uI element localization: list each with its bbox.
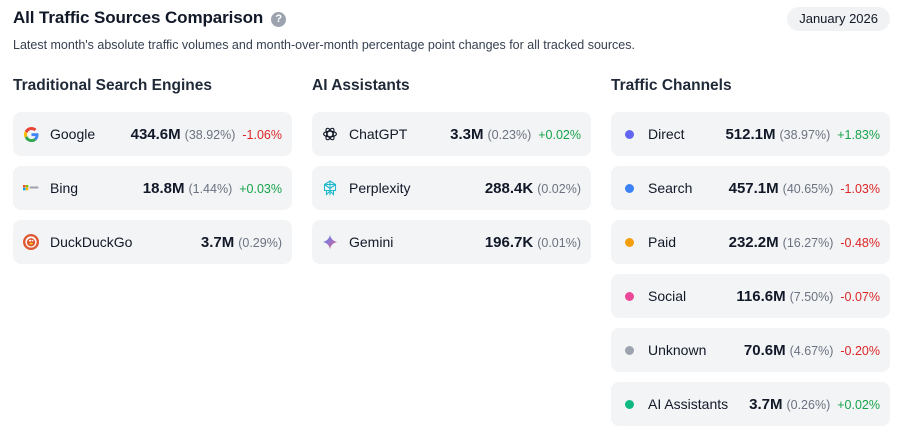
traffic-value: 457.1M bbox=[728, 179, 779, 197]
unknown-dot-icon bbox=[621, 342, 637, 358]
chatgpt-icon bbox=[322, 126, 338, 142]
channel-card-ai-assistants[interactable]: AI Assistants 3.7M (0.26%) +0.02% bbox=[611, 382, 890, 426]
gemini-icon bbox=[322, 234, 338, 250]
source-card-gemini[interactable]: Gemini 196.7K (0.01%) bbox=[312, 220, 591, 264]
traffic-value: 434.6M bbox=[130, 125, 181, 143]
header: All Traffic Sources Comparison? January … bbox=[13, 7, 890, 31]
channel-name: Social bbox=[648, 288, 687, 304]
change-badge: -0.20% bbox=[840, 343, 880, 358]
help-icon[interactable]: ? bbox=[271, 12, 287, 27]
column-title: Traffic Channels bbox=[611, 77, 732, 94]
source-card-chatgpt[interactable]: ChatGPT 3.3M (0.23%) +0.02% bbox=[312, 112, 591, 156]
traffic-value: 18.8M bbox=[142, 179, 185, 197]
channel-card-unknown[interactable]: Unknown 70.6M (4.67%) -0.20% bbox=[611, 328, 890, 372]
traffic-share: (0.29%) bbox=[238, 235, 282, 250]
traffic-share: (38.97%) bbox=[779, 127, 831, 142]
channel-card-social[interactable]: Social 116.6M (7.50%) -0.07% bbox=[611, 274, 890, 318]
bing-icon bbox=[23, 180, 39, 196]
traffic-share: (0.26%) bbox=[786, 397, 831, 412]
google-icon bbox=[23, 126, 39, 142]
direct-dot-icon bbox=[621, 126, 637, 142]
change-badge: +0.02% bbox=[837, 397, 880, 412]
change-badge: +0.03% bbox=[239, 181, 282, 196]
search-dot-icon bbox=[621, 180, 637, 196]
channel-name: Unknown bbox=[648, 342, 707, 358]
column-title: AI Assistants bbox=[312, 77, 410, 94]
change-badge: +0.02% bbox=[538, 127, 581, 142]
source-card-duckduckgo[interactable]: DuckDuckGo 3.7M (0.29%) bbox=[13, 220, 292, 264]
traffic-share: (0.23%) bbox=[487, 127, 532, 142]
traffic-value: 3.7M bbox=[200, 233, 235, 251]
column-traditional-search-engines: Traditional Search Engines Google 434.6M… bbox=[13, 76, 292, 274]
traffic-value: 3.7M bbox=[749, 395, 783, 413]
paid-dot-icon bbox=[621, 234, 637, 250]
source-name: ChatGPT bbox=[349, 126, 408, 142]
channel-name: Direct bbox=[648, 126, 685, 142]
column-traffic-channels: Traffic Channels Direct 512.1M (38.97%) … bbox=[611, 76, 890, 428]
perplexity-icon bbox=[322, 180, 338, 196]
traffic-value: 3.3M bbox=[450, 125, 484, 143]
traffic-share: (1.44%) bbox=[188, 181, 233, 196]
source-name: Bing bbox=[50, 180, 79, 196]
traffic-share: (0.01%) bbox=[537, 235, 581, 250]
duckduckgo-icon bbox=[23, 234, 39, 250]
change-badge: -1.06% bbox=[242, 127, 282, 142]
page-title: All Traffic Sources Comparison? bbox=[13, 7, 287, 29]
traffic-share: (4.67%) bbox=[789, 343, 834, 358]
traffic-share: (0.02%) bbox=[537, 181, 581, 196]
source-name: Gemini bbox=[349, 234, 394, 250]
channel-card-direct[interactable]: Direct 512.1M (38.97%) +1.83% bbox=[611, 112, 890, 156]
traffic-value: 70.6M bbox=[743, 341, 786, 359]
traffic-share: (7.50%) bbox=[789, 289, 834, 304]
traffic-share: (38.92%) bbox=[184, 127, 236, 142]
source-name: Perplexity bbox=[349, 180, 411, 196]
channel-card-paid[interactable]: Paid 232.2M (16.27%) -0.48% bbox=[611, 220, 890, 264]
traffic-value: 116.6M bbox=[736, 287, 786, 305]
channel-name: AI Assistants bbox=[648, 396, 729, 412]
change-badge: -0.48% bbox=[840, 235, 880, 250]
channel-name: Search bbox=[648, 180, 693, 196]
source-card-bing[interactable]: Bing 18.8M (1.44%) +0.03% bbox=[13, 166, 292, 210]
column-ai-assistants: AI Assistants ChatGPT 3.3M (0.23%) +0.02… bbox=[312, 76, 591, 274]
source-name: Google bbox=[50, 126, 96, 142]
ai-assistants-dot-icon bbox=[621, 396, 637, 412]
change-badge: -0.07% bbox=[840, 289, 880, 304]
source-card-perplexity[interactable]: Perplexity 288.4K (0.02%) bbox=[312, 166, 591, 210]
date-badge[interactable]: January 2026 bbox=[787, 7, 890, 31]
channel-card-search[interactable]: Search 457.1M (40.65%) -1.03% bbox=[611, 166, 890, 210]
traffic-value: 232.2M bbox=[728, 233, 779, 251]
social-dot-icon bbox=[621, 288, 637, 304]
traffic-value: 288.4K bbox=[484, 179, 534, 197]
page-title-text: All Traffic Sources Comparison bbox=[13, 8, 264, 27]
channel-name: Paid bbox=[648, 234, 677, 250]
source-name: DuckDuckGo bbox=[50, 234, 133, 250]
traffic-share: (16.27%) bbox=[782, 235, 834, 250]
change-badge: +1.83% bbox=[837, 127, 880, 142]
traffic-share: (40.65%) bbox=[782, 181, 834, 196]
traffic-value: 196.7K bbox=[484, 233, 534, 251]
traffic-value: 512.1M bbox=[725, 125, 776, 143]
column-title: Traditional Search Engines bbox=[13, 77, 212, 94]
change-badge: -1.03% bbox=[840, 181, 880, 196]
page-subtitle: Latest month's absolute traffic volumes … bbox=[13, 38, 635, 52]
source-card-google[interactable]: Google 434.6M (38.92%) -1.06% bbox=[13, 112, 292, 156]
